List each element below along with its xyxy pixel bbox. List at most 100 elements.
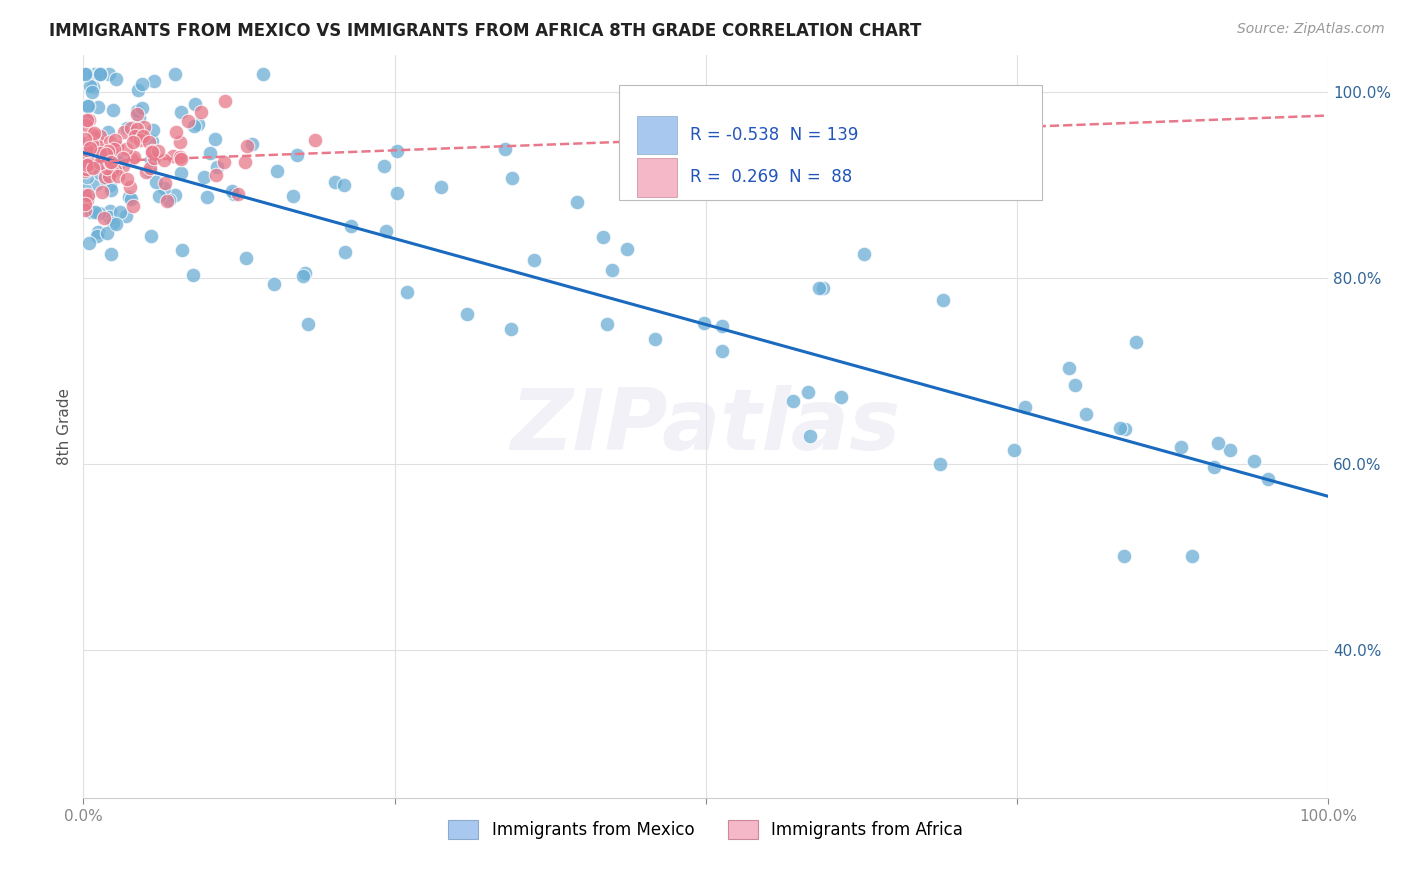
Point <box>782 394 804 409</box>
Point <box>711 318 734 333</box>
Point <box>1181 549 1204 564</box>
Point <box>141 153 163 167</box>
Point <box>1074 408 1097 422</box>
Point <box>77 188 100 202</box>
Point <box>83 205 105 219</box>
Point <box>75 119 97 133</box>
Point <box>565 195 588 210</box>
Text: Source: ZipAtlas.com: Source: ZipAtlas.com <box>1237 22 1385 37</box>
Point <box>139 161 162 176</box>
Point <box>82 136 104 151</box>
Point <box>595 317 617 331</box>
Point <box>105 218 128 232</box>
Point <box>141 134 163 148</box>
Point <box>73 67 96 81</box>
Point <box>142 122 165 136</box>
Point <box>807 280 830 294</box>
Point <box>76 143 98 157</box>
Point <box>1064 378 1087 392</box>
Point <box>111 152 134 166</box>
Point <box>131 101 153 115</box>
Point <box>76 158 98 172</box>
Point <box>100 154 122 169</box>
Point <box>87 206 110 220</box>
Point <box>1014 400 1036 414</box>
Point <box>76 194 98 208</box>
Point <box>111 159 134 173</box>
Point <box>86 138 108 153</box>
Point <box>73 203 96 218</box>
Point <box>77 112 100 127</box>
Point <box>96 161 118 175</box>
Point <box>693 316 716 330</box>
Point <box>141 145 163 159</box>
Point <box>131 128 153 143</box>
Point <box>100 183 122 197</box>
Point <box>82 132 104 146</box>
Text: R =  0.269  N =  88: R = 0.269 N = 88 <box>689 169 852 186</box>
Point <box>101 103 124 118</box>
Point <box>169 152 191 166</box>
Point <box>1125 334 1147 349</box>
Point <box>115 142 138 156</box>
Point <box>700 163 723 178</box>
Point <box>98 165 121 179</box>
Point <box>79 113 101 128</box>
Point <box>77 150 100 164</box>
Text: ZIPatlas: ZIPatlas <box>510 385 901 468</box>
Point <box>104 163 127 178</box>
Legend: Immigrants from Mexico, Immigrants from Africa: Immigrants from Mexico, Immigrants from … <box>441 813 970 846</box>
Point <box>98 67 121 81</box>
Point <box>86 134 108 148</box>
Point <box>333 245 356 260</box>
Point <box>235 251 257 265</box>
Point <box>121 135 143 149</box>
Point <box>132 120 155 134</box>
Point <box>100 136 122 150</box>
Point <box>103 161 125 176</box>
Point <box>112 124 135 138</box>
Point <box>86 229 108 244</box>
Point <box>616 242 638 256</box>
Point <box>97 169 120 183</box>
Point <box>157 193 180 207</box>
Point <box>141 229 163 244</box>
Point <box>222 186 245 201</box>
Point <box>212 154 235 169</box>
Point <box>125 122 148 136</box>
Point <box>98 155 121 169</box>
Point <box>138 135 160 149</box>
Point <box>87 100 110 114</box>
Point <box>76 112 98 127</box>
Point <box>89 166 111 180</box>
Point <box>131 78 153 92</box>
Point <box>929 457 952 471</box>
Point <box>429 180 451 194</box>
Point <box>107 156 129 170</box>
Point <box>395 285 418 300</box>
Point <box>77 99 100 113</box>
Point <box>87 225 110 239</box>
Point <box>198 145 221 160</box>
Point <box>100 247 122 261</box>
Point <box>125 107 148 121</box>
Point <box>375 224 398 238</box>
Y-axis label: 8th Grade: 8th Grade <box>58 388 72 465</box>
Point <box>115 121 138 136</box>
Point <box>82 161 104 175</box>
Point <box>170 104 193 119</box>
Text: IMMIGRANTS FROM MEXICO VS IMMIGRANTS FROM AFRICA 8TH GRADE CORRELATION CHART: IMMIGRANTS FROM MEXICO VS IMMIGRANTS FRO… <box>49 22 921 40</box>
Point <box>100 178 122 193</box>
Point <box>139 163 162 178</box>
Point <box>1002 443 1025 458</box>
Point <box>124 150 146 164</box>
Point <box>1243 453 1265 467</box>
Point <box>156 194 179 209</box>
Point <box>80 160 103 174</box>
Point <box>799 429 821 443</box>
Point <box>221 184 243 198</box>
Point <box>101 216 124 230</box>
Point <box>252 67 274 81</box>
Point <box>80 205 103 219</box>
Point <box>94 169 117 184</box>
